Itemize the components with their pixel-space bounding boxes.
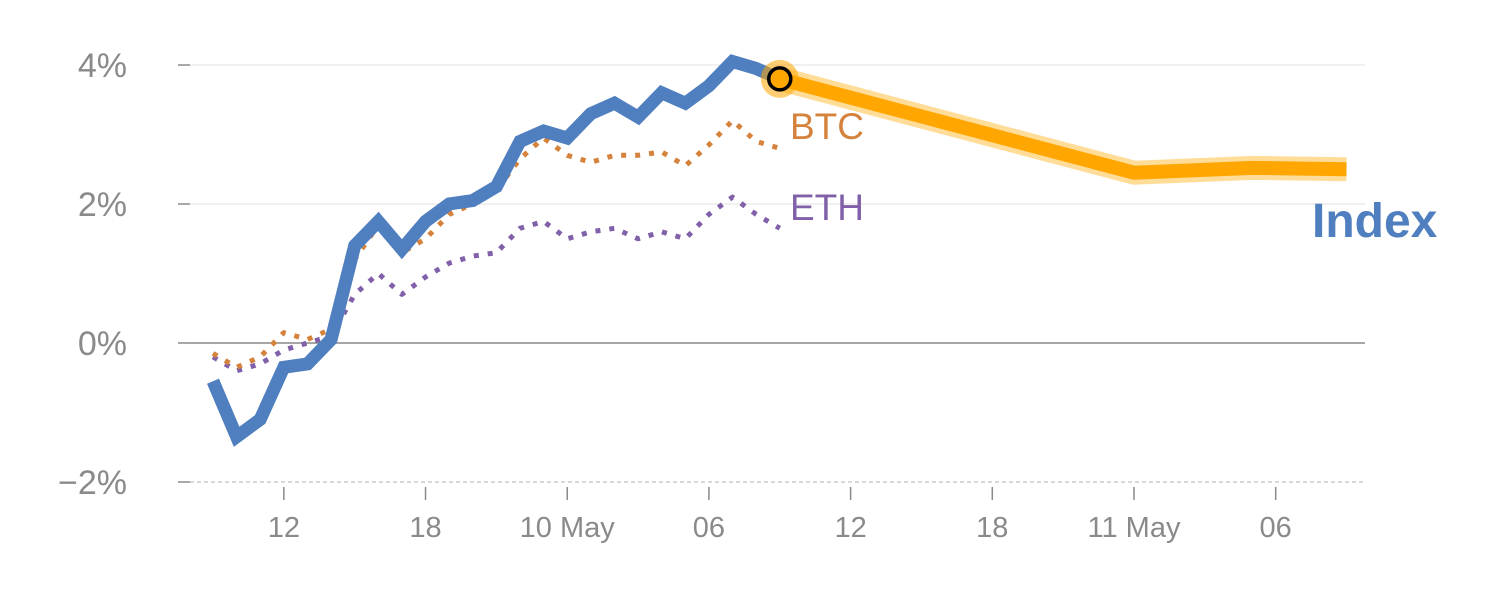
- y-tick-label: 2%: [78, 186, 127, 224]
- series-labels: BTC ETH Index: [790, 106, 1438, 248]
- grid-lines: [190, 64, 1365, 483]
- series-line-eth: [211, 194, 782, 374]
- series-lines: [207, 54, 1347, 447]
- x-tick-label: 06: [1260, 512, 1292, 544]
- x-axis-ticks: 12 18 10 May 06 12 18 11 May 06: [268, 487, 1292, 544]
- x-tick-label: 11 May: [1088, 512, 1181, 544]
- x-tick-label: 18: [409, 512, 441, 544]
- series-label-eth: ETH: [790, 187, 864, 228]
- series-line-btc: [211, 118, 781, 370]
- current-point-marker: [767, 66, 793, 92]
- x-tick-label: 10 May: [520, 512, 616, 544]
- y-tick-label: 4%: [78, 47, 127, 85]
- forecast-band-line: [778, 72, 1347, 180]
- y-tick-label: −2%: [58, 464, 127, 502]
- series-label-index: Index: [1312, 195, 1438, 248]
- y-axis-ticks: 4% 2% 0% −2%: [58, 47, 190, 502]
- series-label-btc: BTC: [790, 106, 864, 147]
- x-tick-label: 18: [976, 512, 1008, 544]
- x-tick-label: 12: [268, 512, 300, 544]
- y-tick-label: 0%: [78, 325, 127, 363]
- x-tick-label: 12: [834, 512, 866, 544]
- series-line-index: [207, 54, 783, 447]
- x-tick-label: 06: [693, 512, 725, 544]
